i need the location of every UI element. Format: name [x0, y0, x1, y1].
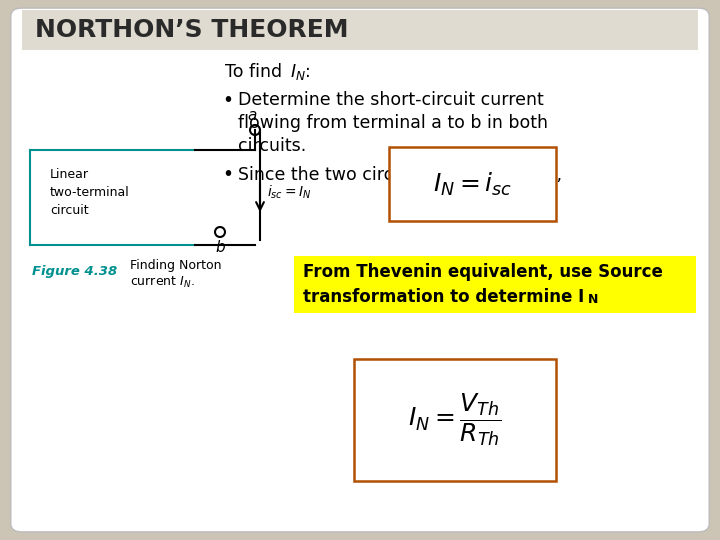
Text: Since the two circuits are equivalent,: Since the two circuits are equivalent, [238, 166, 562, 184]
Text: circuits.: circuits. [238, 137, 306, 155]
FancyBboxPatch shape [389, 147, 556, 221]
Text: From Thevenin equivalent, use Source: From Thevenin equivalent, use Source [303, 264, 663, 281]
Text: flowing from terminal a to b in both: flowing from terminal a to b in both [238, 114, 548, 132]
Text: Linear: Linear [50, 167, 89, 180]
FancyBboxPatch shape [22, 10, 698, 50]
Text: To find: To find [225, 63, 282, 81]
Text: $I_N = \dfrac{V_{Th}}{R_{Th}}$: $I_N = \dfrac{V_{Th}}{R_{Th}}$ [408, 392, 502, 448]
Text: circuit: circuit [50, 204, 89, 217]
Text: $I_N = i_{sc}$: $I_N = i_{sc}$ [433, 171, 512, 198]
FancyBboxPatch shape [294, 256, 696, 313]
Text: a: a [247, 107, 256, 123]
Text: Finding Norton: Finding Norton [130, 259, 222, 272]
FancyBboxPatch shape [354, 359, 556, 481]
Text: Determine the short-circuit current: Determine the short-circuit current [238, 91, 544, 109]
Text: transformation to determine I: transformation to determine I [303, 288, 584, 306]
Text: Figure 4.38: Figure 4.38 [32, 266, 117, 279]
Text: $\mathit{I_N}$:: $\mathit{I_N}$: [290, 62, 310, 82]
Text: •: • [222, 91, 233, 110]
Text: $i_{sc} = I_N$: $i_{sc} = I_N$ [267, 183, 312, 201]
Text: NORTHON’S THEOREM: NORTHON’S THEOREM [35, 18, 348, 42]
Text: N: N [588, 293, 598, 306]
Text: b: b [215, 240, 225, 254]
Text: current $I_N$.: current $I_N$. [130, 274, 195, 289]
Text: two-terminal: two-terminal [50, 186, 130, 199]
Text: •: • [222, 165, 233, 185]
